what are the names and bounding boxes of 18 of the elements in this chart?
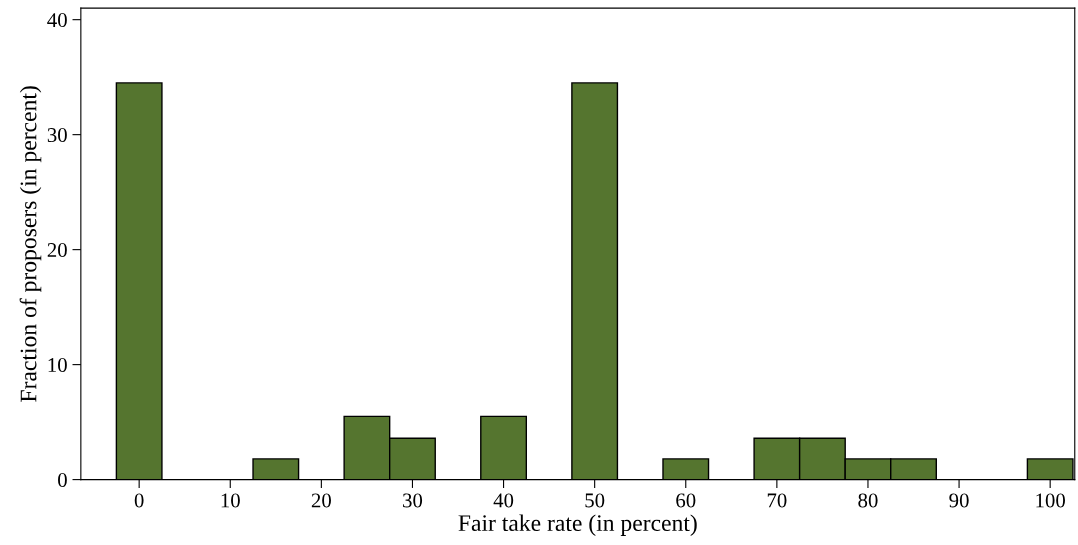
x-tick-label: 90 [949,493,969,508]
x-tick-label: 60 [676,493,696,508]
x-tick-label: 70 [767,493,787,508]
y-tick-label: 0 [58,472,67,488]
x-tick-label: 10 [221,493,240,508]
y-tick-label: 30 [47,128,67,143]
x-tick-label: 30 [403,493,423,508]
y-tick-label: 20 [47,243,67,258]
x-tick-label: 50 [585,493,605,508]
x-tick-label: 100 [1036,493,1065,508]
y-tick-label: 10 [48,357,67,373]
x-tick-label: 0 [134,493,144,508]
x-tick-label: 40 [493,493,514,508]
x-tick-label: 80 [858,493,878,508]
x-axis-title: Fair take rate (in percent) [458,514,697,536]
y-axis-title: Fraction of proposers (in percent) [19,86,42,402]
y-tick-label: 40 [47,13,67,28]
x-tick-label: 20 [311,493,331,508]
